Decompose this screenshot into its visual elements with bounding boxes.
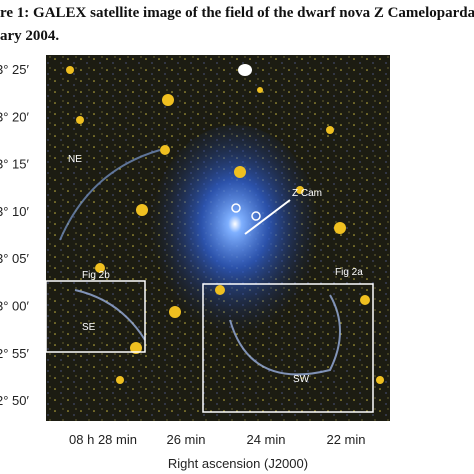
y-tick-label: 3° 10′: [0, 204, 30, 219]
x-tick-label: 26 min: [166, 432, 205, 447]
x-axis-title: Right ascension (J2000): [168, 456, 308, 471]
y-tick-label: 3° 25′: [0, 62, 30, 77]
annotation: Fig 2b: [82, 270, 110, 281]
x-tick-label: 24 min: [246, 432, 285, 447]
annotation: SE: [82, 322, 96, 333]
y-tick-label: 2° 50′: [0, 393, 30, 408]
annotation: Z Cam: [292, 188, 322, 199]
y-tick-label: 3° 05′: [0, 251, 30, 266]
sky-image: [45, 55, 390, 421]
x-tick-label: 08 h 28 min: [69, 432, 137, 447]
annotation: SW: [293, 374, 310, 385]
y-tick-label: 3° 15′: [0, 157, 30, 172]
y-tick-label: 3° 00′: [0, 299, 30, 314]
x-tick-label: 22 min: [326, 432, 365, 447]
y-tick-label: 2° 55′: [0, 346, 30, 361]
y-tick-label: 3° 20′: [0, 109, 30, 124]
caption-line: re 1: GALEX satellite image of the field…: [0, 5, 474, 21]
caption-line: ary 2004.: [0, 28, 59, 44]
annotation: NE: [68, 154, 82, 165]
annotation: Fig 2a: [335, 267, 363, 278]
